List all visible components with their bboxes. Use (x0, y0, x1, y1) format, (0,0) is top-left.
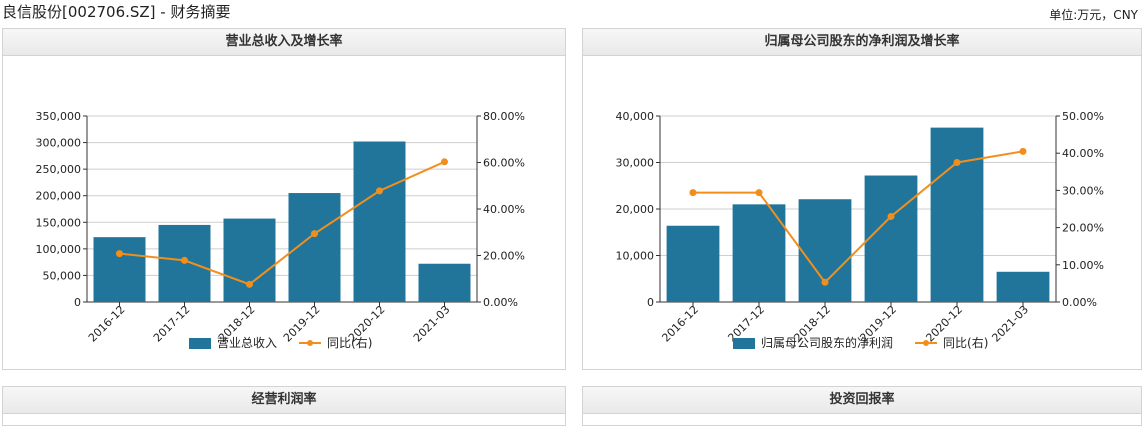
profit-bar (930, 127, 984, 302)
revenue-left-tick-label: 200,000 (36, 190, 82, 203)
revenue-bar (353, 141, 406, 302)
profit-left-tick-label: 20,000 (616, 203, 655, 216)
profit-bar (798, 199, 852, 302)
revenue-legend-line-label: 同比(右) (327, 335, 372, 350)
profit-left-tick-label: 0 (647, 296, 654, 309)
profit-x-tick-label: 2016-12 (659, 303, 701, 345)
unit-label: 单位:万元，CNY (1049, 8, 1138, 22)
profit-legend-line-label: 同比(右) (943, 335, 988, 350)
profit-legend-line-marker (923, 340, 930, 346)
profit-panel: 归属母公司股东的净利润及增长率 0 10,000 20,000 30,000 40,00… (582, 28, 1142, 370)
revenue-right-tick-label: 20.00% (483, 250, 525, 263)
revenue-left-tick-label: 100,000 (36, 243, 82, 256)
revenue-panel: 营业总收入及增长率 0 50,000 100,000 150,000 200,000 25… (2, 28, 566, 370)
revenue-left-tick-label: 150,000 (36, 216, 82, 229)
profit-bar (666, 225, 720, 302)
profit-bar (732, 204, 786, 302)
revenue-legend-bar-label: 营业总收入 (217, 336, 277, 350)
revenue-right-tick-label: 80.00% (483, 110, 525, 123)
revenue-growth-point (441, 158, 448, 166)
revenue-growth-point (311, 230, 318, 238)
revenue-growth-point (116, 250, 123, 258)
revenue-x-tick-label: 2021-03 (411, 303, 453, 345)
revenue-legend-line-marker (307, 340, 314, 346)
profit-bar (996, 271, 1050, 302)
profit-right-tick-label: 0.00% (1062, 296, 1097, 309)
profit-panel-title: 归属母公司股东的净利润及增长率 (583, 29, 1141, 56)
profit-left-tick-label: 40,000 (616, 110, 655, 123)
revenue-bar (418, 263, 471, 302)
profit-left-tick-label: 30,000 (616, 157, 655, 170)
profit-growth-point (887, 212, 895, 220)
revenue-left-tick-label: 350,000 (36, 110, 82, 123)
profit-left-tick-label: 10,000 (616, 250, 655, 263)
profit-growth-point (821, 278, 829, 286)
revenue-growth-line (119, 160, 445, 286)
revenue-right-tick-label: 40.00% (483, 203, 525, 216)
profit-right-tick-label: 20.00% (1062, 222, 1104, 235)
revenue-x-tick-label: 2019-12 (281, 303, 323, 345)
revenue-right-tick-label: 60.00% (483, 157, 525, 170)
op-margin-panel: 经营利润率 (2, 386, 566, 426)
profit-legend-bar-label: 归属母公司股东的净利润 (761, 335, 893, 350)
revenue-left-tick-label: 300,000 (36, 137, 82, 150)
profit-right-tick-label: 40.00% (1062, 147, 1104, 160)
revenue-left-tick-label: 0 (74, 296, 81, 309)
profit-right-tick-label: 50.00% (1062, 110, 1104, 123)
revenue-chart: 0 50,000 100,000 150,000 200,000 250,000 300,0… (36, 110, 525, 350)
revenue-bar (93, 237, 146, 302)
revenue-bar (223, 218, 276, 302)
revenue-right-tick-label: 0.00% (483, 296, 518, 309)
profit-growth-point (953, 159, 961, 166)
profit-growth-point (689, 189, 697, 197)
profit-growth-point (755, 189, 763, 197)
revenue-left-tick-label: 50,000 (43, 269, 82, 282)
revenue-legend-bar-swatch (189, 338, 211, 349)
roi-panel: 投资回报率 (582, 386, 1142, 426)
revenue-left-tick-label: 250,000 (36, 163, 82, 176)
profit-right-tick-label: 10.00% (1062, 259, 1104, 272)
revenue-x-tick-label: 2017-12 (151, 303, 193, 345)
revenue-growth-point (376, 187, 383, 195)
profit-growth-line (693, 150, 1024, 284)
revenue-x-tick-label: 2016-12 (86, 303, 128, 345)
profit-legend-bar-swatch (733, 338, 755, 349)
profit-x-tick-label: 2021-03 (989, 303, 1031, 345)
revenue-panel-title: 营业总收入及增长率 (3, 29, 565, 56)
revenue-growth-point (181, 256, 188, 264)
profit-bar (864, 175, 918, 302)
profit-chart: 0 10,000 20,000 30,000 40,000 0.00% 10.00% 20.0… (616, 110, 1104, 350)
profit-right-tick-label: 30.00% (1062, 184, 1104, 197)
profit-growth-point (1019, 147, 1027, 155)
page-title: 良信股份[002706.SZ] - 财务摘要 (2, 3, 231, 21)
revenue-growth-point (246, 280, 253, 288)
